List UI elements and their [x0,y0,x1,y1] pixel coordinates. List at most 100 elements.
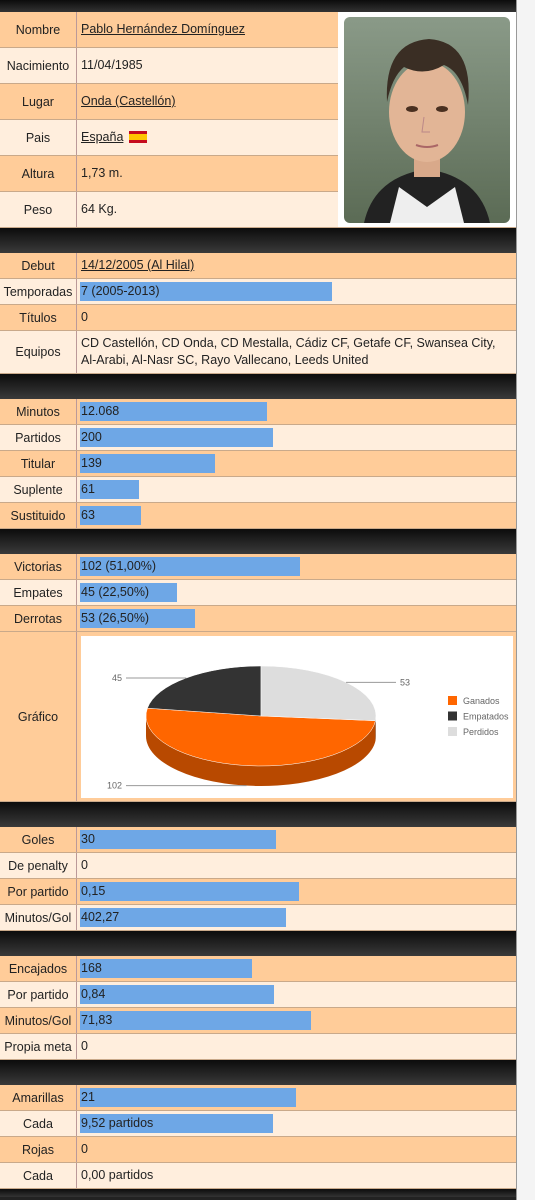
row-label: Altura [0,156,77,191]
row-label: Cada [0,1111,77,1136]
row-value: 30 [77,827,516,852]
row-value: Pablo Hernández Domínguez [77,12,338,47]
value-text: 71,83 [81,1013,113,1027]
legend-swatch [448,726,457,736]
value-text: 53 (26,50%) [81,611,150,625]
row-label: Lugar [0,84,77,119]
row: Partidos 200 [0,425,516,451]
row-label: Peso [0,192,77,227]
row-value: 71,83 [77,1008,516,1033]
value-text: España [81,130,124,144]
row: Amarillas 21 [0,1085,516,1111]
player-photo [344,16,510,223]
value-text: 9,52 partidos [81,1116,154,1130]
chart: 102 45 53 Ganados Empatados Perdidos [107,665,509,790]
row-label: De penalty [0,853,77,878]
value-text: 402,27 [81,910,120,924]
row-value: 168 [77,956,516,981]
legend-swatch [448,711,457,720]
row: Temporadas 7 (2005-2013) [0,279,516,305]
row-value: 14/12/2005 (Al Hilal) [77,253,516,278]
bar [80,402,267,421]
row-value: 402,27 [77,905,516,930]
row: Títulos 0 [0,305,516,331]
row: Minutos/Gol 402,27 [0,905,516,931]
value-text: 30 [81,832,95,846]
row-value: CD Castellón, CD Onda, CD Mestalla, Cádi… [77,331,516,373]
slice-label: 102 [107,780,122,790]
value-text: 168 [81,961,102,975]
separator [0,1060,516,1085]
value-text: 0 [81,1142,88,1156]
bar [80,609,195,628]
row-label: Temporadas [0,279,77,304]
value-text: 21 [81,1090,95,1104]
bar [80,583,177,602]
row: Encajados 168 [0,956,516,982]
value-text: 7 (2005-2013) [81,284,160,298]
photo [338,12,516,228]
value-wrap: España [81,129,148,146]
pie-side [146,715,376,786]
row-label: Propia meta [0,1034,77,1059]
bar [80,454,215,473]
row: Empates 45 (22,50%) [0,580,516,606]
row: Propia meta 0 [0,1034,516,1060]
separator [0,529,516,554]
row-label: Goles [0,827,77,852]
value-text: 64 Kg. [81,202,118,216]
row-label: Minutos [0,399,77,424]
row: Cada 9,52 partidos [0,1111,516,1137]
bar [80,1011,311,1030]
row: Nombre Pablo Hernández Domínguez [0,12,338,48]
row-value: 11/04/1985 [77,48,338,83]
value-text: 11/04/1985 [81,58,143,72]
pie-slice [145,707,376,766]
row-value: Onda (Castellón) [77,84,338,119]
row-label: Titular [0,451,77,476]
bar [80,959,252,978]
row: Victorias 102 (51,00%) [0,554,516,580]
value-text: 14/12/2005 (Al Hilal) [81,258,195,272]
row: Altura 1,73 m. [0,156,338,192]
row-value: 139 [77,451,516,476]
value-text: 0,00 partidos [81,1168,154,1182]
row: Peso 64 Kg. [0,192,338,228]
row-value: 0,15 [77,879,516,904]
row-label: Derrotas [0,606,77,631]
row-label: Rojas [0,1137,77,1162]
bar [80,428,273,447]
value-text: Onda (Castellón) [81,94,176,108]
row: Lugar Onda (Castellón) [0,84,338,120]
profile-rows: Nombre Pablo Hernández Domínguez Nacimient… [0,12,338,228]
value-text: 61 [81,482,95,496]
player-sheet: Nombre Pablo Hernández Domínguez Nacimient… [0,0,517,1200]
row-label: Sustituido [0,503,77,528]
row-value: 102 45 53 Ganados Empatados Perdidos [77,632,517,801]
value-text: 12.068 [81,404,120,418]
sections: Debut 14/12/2005 (Al Hilal) Temporadas 7 (2… [0,228,516,1197]
value-text: 102 (51,00%) [81,559,157,573]
row-value: 1,73 m. [77,156,338,191]
value-text: 0 [81,1039,88,1053]
row-label: Por partido [0,982,77,1007]
row-value: 102 (51,00%) [77,554,516,579]
row: Equipos CD Castellón, CD Onda, CD Mestall… [0,331,516,374]
value-text: 63 [81,508,95,522]
row-value: 12.068 [77,399,516,424]
row-label: Por partido [0,879,77,904]
row-value: 9,52 partidos [77,1111,516,1136]
pie-slice [147,665,262,716]
row-label: Pais [0,120,77,155]
row-label: Gráfico [0,632,77,801]
bar [80,480,139,499]
value-text: 0 [81,310,88,324]
row-label: Cada [0,1163,77,1188]
row: Goles 30 [0,827,516,853]
row: Cada 0,00 partidos [0,1163,516,1189]
row: Nacimiento 11/04/1985 [0,48,338,84]
bar [80,1088,296,1107]
value-text: 0,15 [81,884,106,898]
row-label: Debut [0,253,77,278]
